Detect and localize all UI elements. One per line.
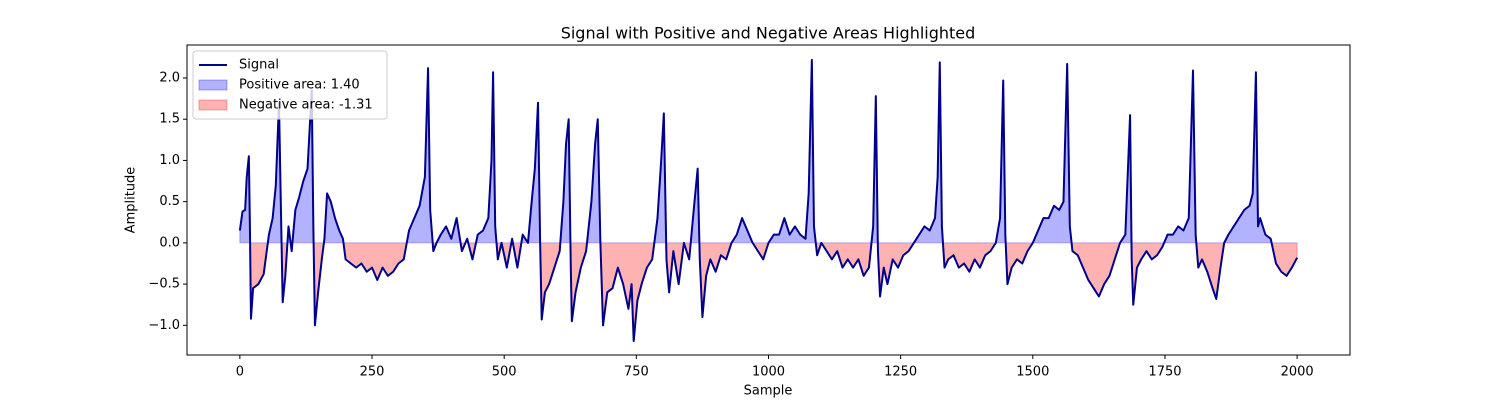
y-tick-label: −0.5 — [148, 277, 180, 292]
area-fill — [239, 59, 1298, 243]
x-tick-label: 1000 — [752, 365, 785, 380]
y-tick-label: 0.5 — [159, 194, 180, 209]
x-tick-label: 250 — [360, 365, 385, 380]
legend-swatch — [198, 79, 228, 91]
legend-label: Negative area: -1.31 — [239, 98, 373, 113]
chart-title: Signal with Positive and Negative Areas … — [561, 24, 976, 43]
legend-label: Signal — [239, 58, 279, 73]
x-tick-label: 2000 — [1281, 365, 1314, 380]
legend-label: Positive area: 1.40 — [239, 78, 360, 93]
legend-swatch — [198, 99, 228, 111]
signal-line — [238, 58, 1299, 342]
y-tick-label: 2.0 — [159, 70, 180, 85]
y-tick-label: 1.5 — [159, 112, 180, 127]
legend: Signal Positive area: 1.40 Negative area: … — [192, 50, 388, 120]
x-tick-label: 1500 — [1016, 365, 1049, 380]
y-tick-label: −1.0 — [148, 318, 180, 333]
x-tick-label: 1750 — [1148, 365, 1181, 380]
x-tick-label: 0 — [236, 365, 244, 380]
y-tick-label: 0.0 — [159, 235, 180, 250]
area-fill — [239, 242, 1298, 342]
x-tick-label: 500 — [492, 365, 517, 380]
y-tick-label: 1.0 — [159, 153, 180, 168]
y-axis-label: Amplitude — [124, 167, 139, 234]
x-axis-label: Sample — [744, 384, 793, 399]
legend-box — [192, 50, 388, 120]
x-tick-label: 750 — [624, 365, 649, 380]
x-tick-label: 1250 — [884, 365, 917, 380]
